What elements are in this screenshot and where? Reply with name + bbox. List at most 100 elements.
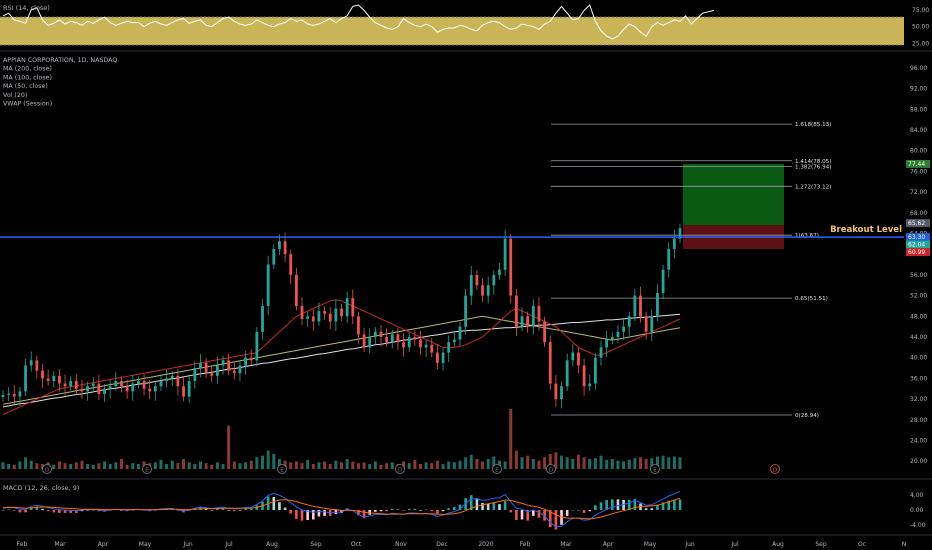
volume-bar — [418, 464, 422, 469]
volume-bar — [509, 409, 513, 469]
time-axis-label: Dec — [436, 541, 448, 548]
candle-body — [430, 344, 434, 353]
fib-label: 0(28.94) — [795, 413, 819, 419]
legend-item: MA (200, close) — [3, 66, 52, 73]
volume-bar — [526, 455, 530, 469]
candle-body — [193, 368, 197, 382]
volume-bar — [52, 464, 56, 469]
price-tick-label: 68.00 — [910, 210, 927, 217]
macd-hist-bar — [41, 508, 44, 510]
volume-bar — [238, 463, 242, 469]
fib-label: 0.65(51.51) — [795, 296, 828, 302]
volume-bar — [351, 461, 355, 469]
candle-body — [114, 381, 118, 387]
candle-body — [554, 383, 558, 400]
volume-bar — [667, 457, 671, 469]
volume-bar — [91, 464, 95, 469]
candle-body — [52, 375, 56, 382]
volume-bar — [114, 462, 118, 469]
candle-body — [300, 305, 304, 319]
macd-hist-bar — [227, 510, 230, 511]
macd-hist-bar — [80, 510, 84, 512]
macd-hist-bar — [97, 510, 101, 512]
volume-bar — [323, 461, 327, 469]
event-marker-label: D — [398, 468, 402, 474]
fib-extension[interactable]: 1.618(85.13) 1.414(78.05)1.382(76.94) 1.27… — [551, 122, 831, 419]
volume-bars — [1, 409, 682, 469]
macd-hist-bar — [475, 498, 479, 510]
volume-bar — [610, 459, 614, 469]
candle-body — [261, 305, 264, 332]
volume-bar — [35, 463, 39, 469]
time-axis[interactable]: Feb Mar Apr May Jun Jul Aug Sep Oct Nov Dec 2020 Feb… — [17, 541, 907, 548]
volume-bar — [599, 455, 603, 469]
volume-bar — [531, 459, 535, 469]
event-marker — [395, 464, 405, 474]
candle-body — [153, 386, 157, 392]
volume-bar — [244, 462, 248, 469]
macd-hist-bar — [441, 510, 445, 512]
time-axis-label: Jul — [224, 541, 233, 548]
candle-body — [593, 357, 597, 384]
candle-body — [29, 360, 33, 366]
macd-hist-bar — [29, 507, 33, 510]
macd-hist-bar — [379, 510, 383, 512]
event-marker-label: D — [773, 468, 777, 474]
volume-bar — [627, 459, 631, 469]
candle-body — [424, 344, 428, 348]
volume-bar — [317, 462, 321, 469]
macd-hist-bar — [548, 510, 552, 528]
volume-bar — [492, 456, 496, 469]
candle-body — [244, 357, 247, 366]
candle-body — [436, 352, 439, 363]
fib-label: 1.272(73.12) — [795, 184, 831, 190]
event-marker — [770, 464, 780, 474]
macd-hist-bar — [481, 502, 484, 510]
time-axis-label: Apr — [98, 541, 109, 548]
volume-bar — [198, 461, 202, 469]
candle-body — [526, 316, 530, 327]
volume-bar — [153, 462, 157, 469]
candle-body — [458, 326, 462, 340]
candle-body — [565, 360, 569, 387]
volume-bar — [486, 459, 490, 469]
price-tick-label: 40.00 — [910, 355, 927, 362]
time-axis-label: Aug — [772, 541, 784, 548]
macd-hist-bar — [204, 508, 208, 510]
volume-bar — [520, 457, 524, 469]
volume-bar — [57, 461, 61, 469]
time-axis-label: Jun — [182, 541, 193, 548]
price-tick-label: 80.00 — [910, 148, 927, 155]
macd-hist-bar — [154, 510, 157, 511]
fib-label: 1(63.67) — [795, 233, 819, 239]
volume-bar — [469, 454, 473, 469]
candle-body — [294, 274, 298, 306]
volume-bar — [300, 463, 304, 469]
breakout-line[interactable]: Breakout Level — [0, 225, 904, 238]
price-tick-label: 36.00 — [910, 375, 927, 382]
event-marker-label: E — [495, 468, 499, 474]
candle-body — [249, 357, 253, 361]
candle-body — [582, 365, 586, 387]
volume-bar — [543, 457, 547, 469]
macd-hist-bar — [249, 508, 253, 510]
long-position-tool[interactable] — [683, 163, 784, 250]
volume-bar — [452, 462, 456, 469]
candle-body — [221, 360, 225, 366]
price-axis[interactable]: 96.00 92.00 88.00 84.00 80.00 76.00 72.00 68.00… — [910, 65, 927, 465]
candle-body — [142, 381, 146, 389]
time-axis-label: Jun — [684, 541, 695, 548]
macd-hist-bar — [221, 508, 225, 510]
macd-hist-bar — [52, 510, 56, 513]
macd-hist-bar — [238, 510, 242, 511]
rsi-line — [2, 4, 715, 40]
time-axis-label: Sep — [815, 541, 827, 548]
volume-bar — [119, 459, 123, 469]
price-tick-label: 96.00 — [910, 65, 927, 72]
candle-body — [131, 383, 135, 392]
macd-hist-bar — [667, 500, 671, 510]
signal-line — [2, 497, 681, 520]
volume-bar — [204, 463, 208, 469]
